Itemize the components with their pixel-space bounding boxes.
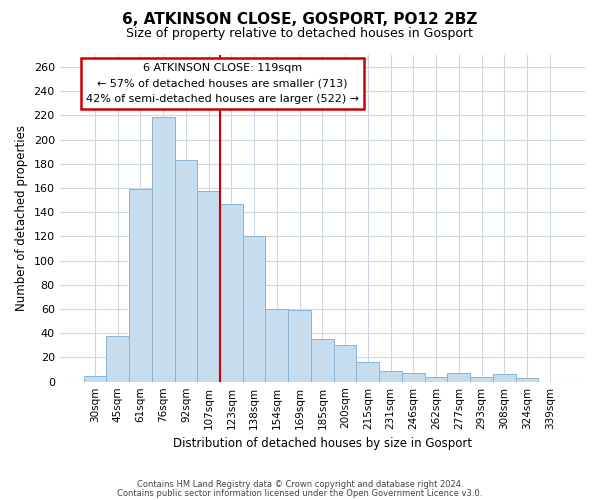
Text: 6 ATKINSON CLOSE: 119sqm
← 57% of detached houses are smaller (713)
42% of semi-: 6 ATKINSON CLOSE: 119sqm ← 57% of detach… [86, 63, 359, 104]
Bar [243, 236, 265, 382]
Bar [288, 310, 311, 382]
Text: Contains public sector information licensed under the Open Government Licence v3: Contains public sector information licen… [118, 488, 482, 498]
Bar [175, 160, 197, 382]
X-axis label: Distribution of detached houses by size in Gosport: Distribution of detached houses by size … [173, 437, 472, 450]
Bar [379, 371, 402, 382]
Text: Contains HM Land Registry data © Crown copyright and database right 2024.: Contains HM Land Registry data © Crown c… [137, 480, 463, 489]
Text: 6, ATKINSON CLOSE, GOSPORT, PO12 2BZ: 6, ATKINSON CLOSE, GOSPORT, PO12 2BZ [122, 12, 478, 28]
Bar [334, 346, 356, 382]
Bar [448, 373, 470, 382]
Bar [197, 190, 220, 382]
Bar [129, 190, 152, 382]
Bar [515, 378, 538, 382]
Bar [152, 116, 175, 382]
Bar [356, 362, 379, 382]
Bar [402, 373, 425, 382]
Bar [425, 377, 448, 382]
Bar [493, 374, 515, 382]
Bar [311, 340, 334, 382]
Text: Size of property relative to detached houses in Gosport: Size of property relative to detached ho… [127, 28, 473, 40]
Y-axis label: Number of detached properties: Number of detached properties [15, 126, 28, 312]
Bar [106, 336, 129, 382]
Bar [265, 309, 288, 382]
Bar [83, 376, 106, 382]
Bar [470, 377, 493, 382]
Bar [220, 204, 243, 382]
